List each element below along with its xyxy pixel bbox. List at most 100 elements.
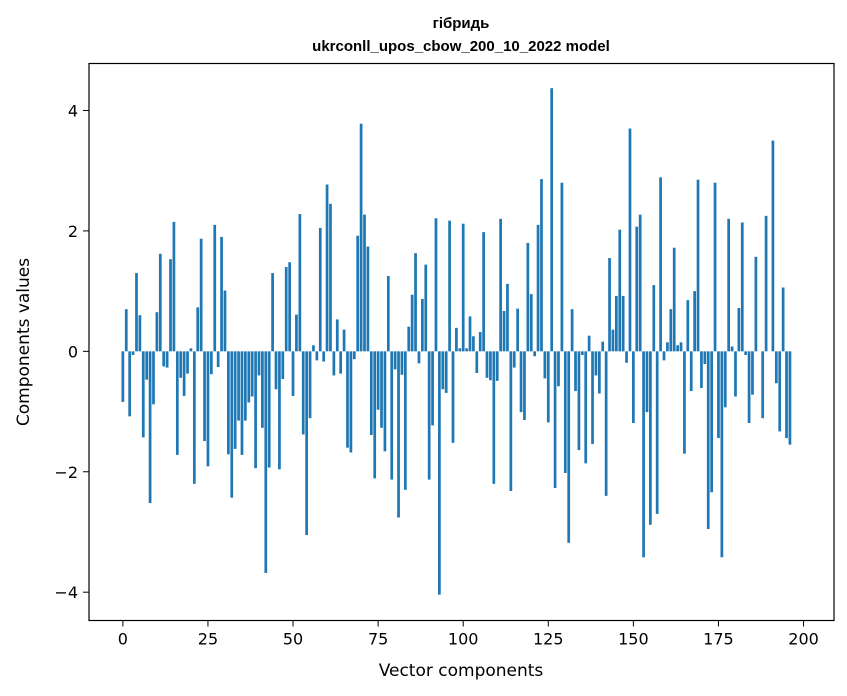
bar — [179, 351, 183, 378]
x-tick-label: 0 — [118, 630, 128, 649]
bar — [264, 351, 268, 573]
bar — [574, 351, 577, 392]
chart-subtitle: ukrconll_upos_cbow_200_10_2022 model — [312, 38, 610, 55]
bar — [774, 351, 778, 384]
y-tick-label: 0 — [68, 342, 78, 361]
bar — [318, 227, 322, 352]
bar — [240, 351, 244, 455]
bar — [717, 351, 720, 439]
bar — [322, 351, 326, 362]
bar — [339, 351, 343, 374]
bar — [410, 294, 414, 352]
bar — [734, 351, 737, 397]
bar — [594, 351, 598, 376]
bar — [676, 345, 679, 352]
bar — [438, 351, 441, 595]
bar — [254, 351, 257, 469]
bar — [553, 351, 557, 489]
bar — [771, 140, 775, 352]
bar — [199, 238, 203, 352]
bar — [244, 351, 247, 421]
bar — [315, 351, 319, 361]
bar — [407, 326, 411, 352]
bar — [169, 259, 172, 352]
bar — [206, 351, 210, 467]
bar — [785, 351, 788, 439]
bar — [540, 179, 543, 352]
bar — [703, 351, 707, 364]
bar — [536, 224, 540, 352]
bar — [165, 351, 169, 368]
bar — [148, 351, 152, 504]
x-tick-label: 150 — [618, 630, 649, 649]
bar — [489, 351, 492, 381]
bar — [461, 223, 465, 352]
x-tick-label: 50 — [283, 630, 303, 649]
bar — [359, 123, 363, 352]
plot-frame — [88, 62, 835, 622]
bar — [417, 351, 421, 364]
x-tick-label: 75 — [368, 630, 388, 649]
bar — [747, 351, 751, 423]
bar-series — [121, 88, 792, 595]
bar — [291, 351, 295, 396]
bar — [744, 351, 748, 355]
bar — [141, 351, 145, 438]
bar — [431, 351, 434, 426]
bar — [175, 351, 179, 455]
bar — [604, 351, 608, 496]
bar — [288, 262, 291, 352]
bar — [335, 319, 339, 352]
bar — [512, 351, 516, 368]
bar — [689, 351, 693, 392]
bar — [597, 351, 601, 394]
bar — [679, 342, 683, 352]
bar — [261, 351, 264, 428]
bar — [233, 351, 237, 449]
bar — [203, 351, 206, 442]
bar — [672, 247, 676, 352]
bar — [492, 351, 496, 484]
bar — [312, 345, 315, 352]
bar — [128, 351, 132, 417]
bar — [213, 224, 217, 352]
bar — [455, 327, 458, 352]
bar — [727, 218, 731, 352]
bar — [478, 332, 482, 352]
bar — [751, 351, 754, 395]
bar — [502, 310, 506, 352]
x-tick-label: 25 — [198, 630, 218, 649]
bar — [278, 351, 281, 470]
bar — [652, 285, 656, 352]
bar — [706, 351, 710, 529]
bar — [223, 290, 227, 352]
bar — [529, 294, 533, 352]
bar — [662, 351, 666, 361]
x-axis-ticks: 0 25 50 75 100 125 150 175 200 — [118, 620, 819, 649]
x-axis-label: Vector components — [379, 661, 544, 681]
bar — [369, 351, 373, 436]
bar — [124, 309, 128, 352]
bar — [427, 351, 431, 480]
bar — [584, 351, 588, 464]
bar — [764, 215, 768, 352]
bar — [301, 351, 305, 435]
bar — [386, 276, 390, 352]
x-tick-label: 200 — [788, 630, 819, 649]
bar — [349, 351, 353, 453]
y-tick-label: −4 — [54, 583, 78, 602]
bar — [638, 214, 642, 352]
bar — [220, 236, 223, 352]
chart-title: гібридь — [433, 15, 490, 32]
bar — [376, 351, 380, 410]
bar — [475, 351, 479, 374]
y-tick-label: 4 — [68, 101, 78, 120]
bar — [499, 218, 502, 352]
bar — [329, 203, 332, 352]
bar — [421, 298, 424, 352]
bar — [509, 351, 513, 492]
x-tick-label: 100 — [448, 630, 479, 649]
bar — [580, 351, 584, 355]
y-tick-label: 2 — [68, 222, 78, 241]
